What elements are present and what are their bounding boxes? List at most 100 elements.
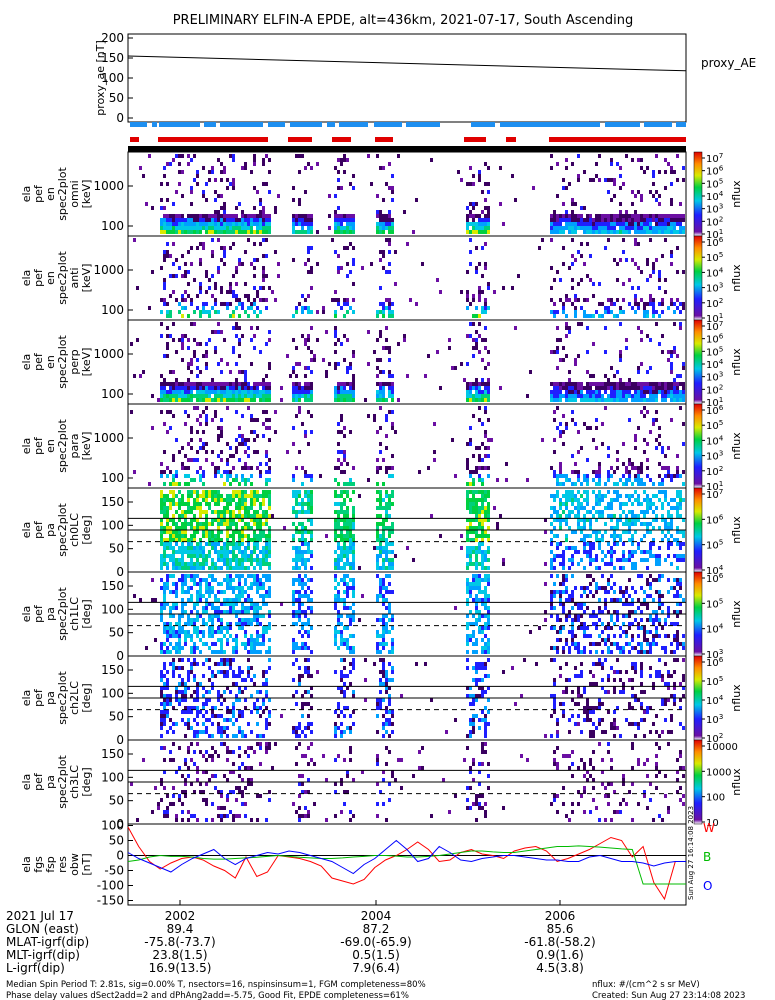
spec-cell bbox=[166, 522, 169, 526]
spec-cell bbox=[295, 610, 298, 614]
spec-cell bbox=[256, 386, 259, 390]
spec-cell bbox=[247, 606, 250, 610]
spec-cell bbox=[376, 470, 379, 474]
spec-cell bbox=[160, 398, 163, 402]
spec-cell bbox=[682, 390, 685, 394]
spec-cell bbox=[214, 214, 217, 218]
spec-cell bbox=[382, 538, 385, 542]
spec-cell bbox=[307, 578, 310, 582]
spec-cell bbox=[199, 494, 202, 498]
spec-cell bbox=[466, 382, 469, 386]
spec-cell bbox=[346, 522, 349, 526]
spec-cell bbox=[163, 286, 166, 290]
spec-cell bbox=[253, 582, 256, 586]
spec-cell bbox=[388, 394, 391, 398]
spec-cell bbox=[181, 626, 184, 630]
spec-cell bbox=[568, 610, 571, 614]
spec-cell bbox=[379, 394, 382, 398]
spec-cell bbox=[478, 178, 481, 182]
spec-cell bbox=[592, 374, 595, 378]
spec-cell bbox=[574, 514, 577, 518]
spec-cell bbox=[379, 582, 382, 586]
spec-cell bbox=[343, 542, 346, 546]
spec-cell bbox=[238, 302, 241, 306]
spec-cell bbox=[352, 218, 355, 222]
spec-cell bbox=[166, 622, 169, 626]
spec-cell bbox=[562, 582, 565, 586]
spec-cell bbox=[481, 650, 484, 654]
spec-cell bbox=[613, 538, 616, 542]
spec-cell bbox=[562, 306, 565, 310]
spec-cell bbox=[202, 490, 205, 494]
spec-cell bbox=[571, 210, 574, 214]
spec-cell bbox=[391, 558, 394, 562]
spec-cell bbox=[172, 574, 175, 578]
spec-cell bbox=[298, 574, 301, 578]
spec-cell bbox=[241, 306, 244, 310]
spec-cell bbox=[628, 530, 631, 534]
spec-cell bbox=[274, 250, 277, 254]
spec-cell bbox=[229, 578, 232, 582]
spec-cell bbox=[565, 214, 568, 218]
spec-cell bbox=[613, 218, 616, 222]
spec-cell bbox=[352, 214, 355, 218]
spec-cell bbox=[178, 566, 181, 570]
spec-cell bbox=[229, 182, 232, 186]
spec-cell bbox=[472, 518, 475, 522]
spec-cell bbox=[376, 546, 379, 550]
spec-cell bbox=[631, 226, 634, 230]
spec-cell bbox=[223, 246, 226, 250]
spec-cell bbox=[376, 390, 379, 394]
spec-cell bbox=[487, 190, 490, 194]
spec-cell bbox=[640, 382, 643, 386]
spec-cell bbox=[556, 534, 559, 538]
spec-cell bbox=[223, 578, 226, 582]
spec-cell bbox=[538, 246, 541, 250]
spec-cell bbox=[259, 622, 262, 626]
spec-cell bbox=[667, 474, 670, 478]
spec-cell bbox=[220, 522, 223, 526]
spec-cell bbox=[205, 590, 208, 594]
spec-cell bbox=[238, 262, 241, 266]
spec-cell bbox=[472, 530, 475, 534]
spec-cell bbox=[382, 562, 385, 566]
spec-cell bbox=[178, 302, 181, 306]
spec-cell bbox=[478, 618, 481, 622]
spec-cell bbox=[658, 278, 661, 282]
spec-cell bbox=[196, 374, 199, 378]
spec-cell bbox=[469, 230, 472, 234]
spec-cell bbox=[610, 514, 613, 518]
spec-cell bbox=[565, 210, 568, 214]
spec-cell bbox=[676, 542, 679, 546]
spec-cell bbox=[565, 218, 568, 222]
spec-cell bbox=[193, 478, 196, 482]
spec-cell bbox=[196, 530, 199, 534]
colorbar-tick-label: 104 bbox=[706, 357, 724, 371]
spec-cell bbox=[670, 230, 673, 234]
spec-cell bbox=[484, 554, 487, 558]
spec-cell bbox=[229, 482, 232, 486]
spec-cell bbox=[253, 438, 256, 442]
spec-cell bbox=[292, 338, 295, 342]
spec-cell bbox=[238, 542, 241, 546]
spec-cell bbox=[352, 226, 355, 230]
spec-cell bbox=[178, 526, 181, 530]
spec-cell bbox=[637, 502, 640, 506]
spec-cell bbox=[250, 518, 253, 522]
spec-cell bbox=[382, 578, 385, 582]
spec-cell bbox=[382, 566, 385, 570]
spec-cell bbox=[196, 506, 199, 510]
spec-cell bbox=[202, 566, 205, 570]
spec-cell bbox=[265, 594, 268, 598]
spec-cell bbox=[220, 230, 223, 234]
spec-cell bbox=[586, 382, 589, 386]
spec-cell bbox=[553, 302, 556, 306]
spec-cell bbox=[250, 414, 253, 418]
spec-cell bbox=[568, 230, 571, 234]
spec-cell bbox=[682, 530, 685, 534]
spec-cell bbox=[268, 542, 271, 546]
spec-cell bbox=[640, 298, 643, 302]
spec-cell bbox=[250, 574, 253, 578]
spec-cell bbox=[199, 510, 202, 514]
spec-cell bbox=[205, 562, 208, 566]
